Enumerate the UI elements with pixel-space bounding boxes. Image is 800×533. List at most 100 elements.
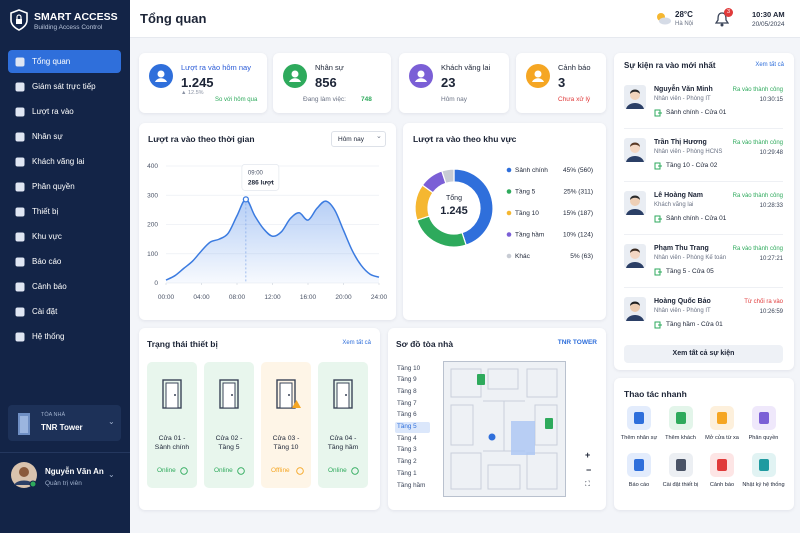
quick-action[interactable]: Nhật ký hệ thống — [742, 453, 785, 497]
menu-item[interactable]: Cài đặt — [8, 300, 121, 323]
quick-action[interactable]: Thêm khách — [661, 406, 701, 450]
menu-item[interactable]: Cảnh báo — [8, 275, 121, 298]
menu-icon — [15, 107, 25, 117]
zoom-out[interactable]: − — [586, 465, 592, 475]
events-button[interactable]: Xem tất cả sự kiện — [624, 345, 783, 363]
device-tile[interactable]: Cửa 02 - Tầng 5 Online — [204, 362, 254, 488]
status-icon — [237, 467, 245, 475]
stat-value: 856 — [315, 75, 337, 90]
menu-icon — [15, 182, 25, 192]
menu-item[interactable]: Phân quyền — [8, 175, 121, 198]
avatar-face — [630, 249, 640, 259]
floor-item[interactable]: Tầng 10 — [395, 363, 430, 374]
action-label: Cảnh báo — [709, 482, 735, 488]
quick-action[interactable]: Phân quyền — [744, 406, 784, 450]
floor-item[interactable]: Tầng 6 — [395, 410, 430, 421]
floor-item[interactable]: Tầng 7 — [395, 398, 430, 409]
menu-item[interactable]: Tổng quan — [8, 50, 121, 73]
device-status: Online — [214, 467, 233, 474]
floor-item[interactable]: Tầng 4 — [395, 433, 430, 444]
device-status: Online — [328, 467, 347, 474]
device-tile[interactable]: Cửa 01 - Sảnh chính Online — [147, 362, 197, 488]
icon-shape — [15, 282, 25, 292]
device-tile[interactable]: Cửa 03 - Tầng 10 Offline — [261, 362, 311, 488]
quick-action[interactable]: Báo cáo — [619, 453, 659, 497]
avatar — [624, 244, 646, 268]
menu-label: Thiết bị — [32, 207, 59, 216]
action-icon — [710, 453, 734, 477]
fullscreen[interactable]: ⛶ — [585, 481, 590, 488]
zoom-in[interactable]: + — [585, 450, 591, 460]
menu-item[interactable]: Báo cáo — [8, 250, 121, 273]
stat-note: So với hôm qua — [215, 97, 258, 103]
door-glyph — [654, 215, 662, 223]
menu-item[interactable]: Khu vực — [8, 225, 121, 248]
icon-glyph — [155, 78, 167, 82]
icon-glyph — [675, 459, 686, 471]
stat-note: Đang làm việc: — [303, 96, 346, 103]
floor-item[interactable]: Tầng hầm — [395, 480, 430, 491]
menu-item[interactable]: Khách vãng lai — [8, 150, 121, 173]
menu-icon — [15, 57, 25, 67]
floor-item[interactable]: Tầng 9 — [395, 375, 430, 386]
door-knob — [174, 394, 176, 396]
floor-label: Tầng 5 — [397, 423, 417, 430]
menu-label: Giám sát trực tiếp — [32, 82, 96, 91]
action-label: Nhật ký hệ thống — [742, 482, 785, 488]
building-name: TNR TOWER — [557, 339, 597, 346]
event-time: 10:26:59 — [759, 309, 783, 315]
header: Tổng quan 28°C Hà Nội 3 10:30 AM 20/05/2… — [130, 0, 800, 38]
floor-item[interactable]: Tầng 1 — [395, 468, 430, 479]
door-glyph — [654, 321, 662, 329]
floor-label: Tầng 10 — [397, 364, 421, 372]
divider — [0, 452, 130, 453]
building-selector[interactable]: TÒA NHÀ TNR Tower ⌄ — [8, 405, 121, 441]
menu-item[interactable]: Hệ thống — [8, 325, 121, 348]
separator — [624, 128, 783, 129]
menu-icon — [15, 132, 25, 142]
quick-action[interactable]: Cảnh báo — [702, 453, 742, 497]
menu-item[interactable]: Lượt ra vào — [8, 100, 121, 123]
menu-label: Phân quyền — [32, 182, 75, 191]
menu-item[interactable]: Nhân sự — [8, 125, 121, 148]
device-tile[interactable]: Cửa 04 - Tầng hầm Online — [318, 362, 368, 488]
door-icon — [654, 215, 662, 223]
events-link[interactable]: Xem tất cả — [755, 62, 784, 68]
door-icon — [654, 162, 662, 170]
action-icon — [751, 406, 776, 430]
icon-glyph — [417, 70, 425, 78]
quick-action[interactable]: Cài đặt thiết bị — [661, 453, 701, 497]
event-time: 10:27:21 — [759, 256, 783, 262]
action-icon — [668, 406, 693, 430]
quick-action[interactable]: Mở cửa từ xa — [702, 406, 742, 450]
menu-label: Hệ thống — [32, 332, 65, 341]
floor-item[interactable]: Tầng 3 — [395, 445, 430, 456]
logo — [10, 9, 28, 31]
devices-link[interactable]: Xem tất cả — [342, 340, 371, 346]
avatar-hair — [630, 301, 640, 306]
floor-item[interactable]: Tầng 5 — [395, 421, 430, 433]
quick-action[interactable]: Thêm nhân sự — [619, 406, 659, 450]
icon-glyph — [717, 459, 727, 471]
event-role: Khách vãng lai — [654, 202, 694, 208]
floor-item[interactable]: Tầng 2 — [395, 457, 430, 468]
menu-item[interactable]: Giám sát trực tiếp — [8, 75, 121, 98]
door-knob — [288, 394, 290, 396]
stat-label: Nhân sự — [315, 63, 344, 72]
door-leaf — [336, 382, 350, 409]
door-icon — [654, 321, 662, 329]
stat-label: Khách vãng lai — [441, 63, 491, 72]
icon-shape — [15, 182, 25, 192]
event-door: Tầng 10 - Cửa 02 — [666, 162, 718, 169]
avatar-face — [630, 196, 640, 206]
menu-item[interactable]: Thiết bị — [8, 200, 121, 223]
icon-glyph — [758, 412, 769, 424]
icon-glyph — [289, 78, 301, 82]
avatar-hair — [630, 142, 640, 147]
filter-dropdown[interactable]: Hôm nay ⌄ — [331, 131, 386, 147]
chevron[interactable]: ⌄ — [108, 470, 115, 479]
building-title: Sơ đồ tòa nhà — [396, 339, 454, 349]
floor-item[interactable]: Tầng 8 — [395, 386, 430, 397]
icon-glyph — [717, 412, 727, 424]
